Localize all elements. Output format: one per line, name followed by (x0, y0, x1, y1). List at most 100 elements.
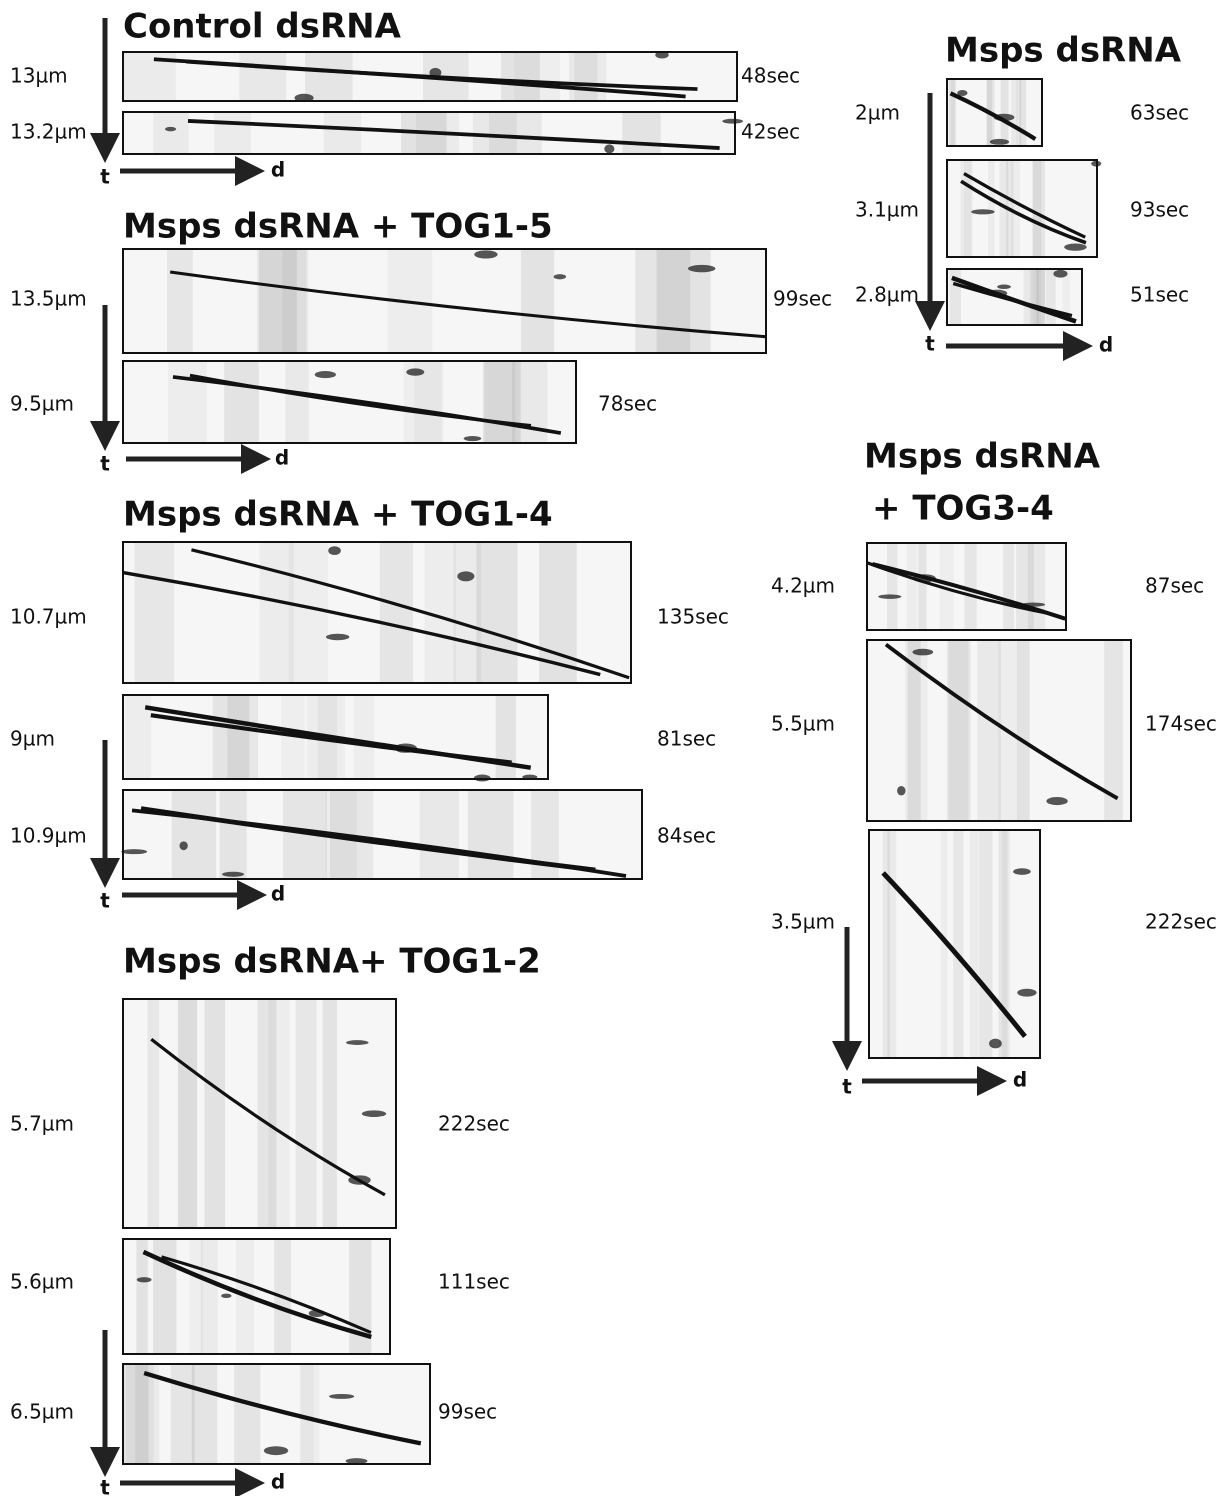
panel-title: Control dsRNA (123, 7, 402, 47)
kymograph-noise (979, 830, 992, 1058)
length-label: 3.1µm (855, 198, 919, 222)
time-label: 48sec (741, 64, 800, 88)
time-label: 174sec (1145, 712, 1217, 736)
kymograph-spot (457, 571, 474, 581)
kymograph-spot (264, 1446, 288, 1455)
kymograph-spot (326, 634, 349, 640)
kymograph-noise (468, 790, 514, 879)
kymograph-spot (722, 119, 743, 124)
kymograph-noise (305, 52, 353, 101)
kymograph-noise (168, 361, 207, 443)
kymograph-noise (148, 999, 160, 1228)
kymograph-noise (947, 640, 971, 821)
kymograph-noise (1046, 269, 1056, 325)
kymograph-noise (380, 542, 413, 683)
kymograph-noise (220, 790, 247, 879)
kymograph-spot (315, 371, 336, 378)
length-label: 2µm (855, 101, 900, 125)
kymograph-noise (296, 999, 317, 1228)
time-label: 81sec (657, 727, 716, 751)
distance-axis-label: d (271, 158, 285, 182)
kymograph-spot (1021, 603, 1045, 607)
kymograph-noise (635, 249, 690, 353)
panel-title: + TOG3-4 (872, 489, 1054, 529)
length-label: 10.9µm (10, 824, 87, 848)
time-label: 42sec (741, 120, 800, 144)
kymograph-spot (362, 1110, 386, 1117)
kymograph-noise (1011, 79, 1017, 146)
kymograph-noise (239, 52, 286, 101)
kymograph-noise (167, 249, 193, 353)
kymograph-noise (1033, 160, 1042, 257)
kymograph-noise (324, 112, 361, 154)
kymograph-noise (135, 542, 175, 683)
kymograph-noise (569, 52, 597, 101)
kymograph-spot (221, 1294, 231, 1298)
length-label: 4.2µm (771, 574, 835, 598)
kymograph-spot (309, 1310, 326, 1317)
length-label: 9µm (10, 727, 55, 751)
kymograph-spot (346, 1040, 368, 1045)
time-axis-label: t (925, 332, 935, 356)
time-label: 87sec (1145, 574, 1204, 598)
kymograph-noise (260, 542, 294, 683)
length-label: 2.8µm (855, 283, 919, 307)
kymograph-spot (348, 1175, 371, 1184)
time-axis-label: t (100, 1476, 110, 1496)
kymograph-noise (501, 52, 540, 101)
kymograph-spot (989, 1039, 1002, 1049)
kymograph-spot (222, 872, 244, 877)
kymograph-noise (473, 112, 517, 154)
kymograph-spot (1064, 244, 1086, 251)
length-label: 6.5µm (10, 1400, 74, 1424)
kymograph-noise (887, 830, 896, 1058)
kymograph-noise (521, 249, 554, 353)
kymograph-spot (394, 744, 417, 753)
length-label: 5.5µm (771, 712, 835, 736)
time-label: 99sec (773, 287, 832, 311)
kymograph-noise (970, 830, 979, 1058)
kymograph-noise (622, 112, 660, 154)
kymograph-noise (1024, 269, 1033, 325)
panel-title: Msps dsRNA (864, 437, 1101, 477)
panel-title: Msps dsRNA (945, 31, 1182, 71)
kymograph-spot (957, 90, 967, 96)
kymograph-noise (476, 542, 517, 683)
kymograph-noise (949, 79, 956, 146)
kymograph-noise (178, 999, 197, 1228)
kymograph-noise (1001, 79, 1009, 146)
kymograph-spot (987, 290, 1008, 297)
kymograph-noise (258, 999, 277, 1228)
kymograph-spot (688, 265, 715, 272)
kymograph-spot (165, 127, 176, 131)
time-label: 93sec (1130, 198, 1189, 222)
time-label: 222sec (438, 1112, 510, 1136)
kymograph-spot (1046, 797, 1067, 805)
kymograph-spot (912, 649, 933, 656)
kymograph-noise (214, 112, 251, 154)
kymograph-noise (887, 543, 897, 630)
time-label: 135sec (657, 605, 729, 629)
time-label: 78sec (598, 392, 657, 416)
length-label: 5.7µm (10, 1112, 74, 1136)
kymograph-noise (420, 790, 459, 879)
figure: Control dsRNA 13µm 48sec 13.2µm 42sec t d Msps … (0, 0, 1226, 1496)
time-label: 51sec (1130, 283, 1189, 307)
kymograph-spot (878, 594, 901, 599)
kymograph-spot (179, 841, 187, 850)
kymograph-noise (918, 543, 926, 630)
distance-axis-label: d (1099, 333, 1113, 357)
kymograph-noise (953, 830, 963, 1058)
length-label: 13µm (10, 64, 68, 88)
kymograph-noise (285, 361, 308, 443)
length-label: 13.5µm (10, 287, 87, 311)
length-label: 13.2µm (10, 120, 87, 144)
kymograph-noise (201, 1239, 218, 1354)
distance-axis-label: d (271, 882, 285, 906)
distance-axis-label: d (1013, 1068, 1027, 1092)
kymograph-noise (485, 361, 516, 443)
kymograph-spot (990, 139, 1009, 145)
kymograph-spot (1053, 270, 1067, 278)
kymograph-noise (234, 1364, 260, 1464)
time-label: 111sec (438, 1270, 510, 1294)
